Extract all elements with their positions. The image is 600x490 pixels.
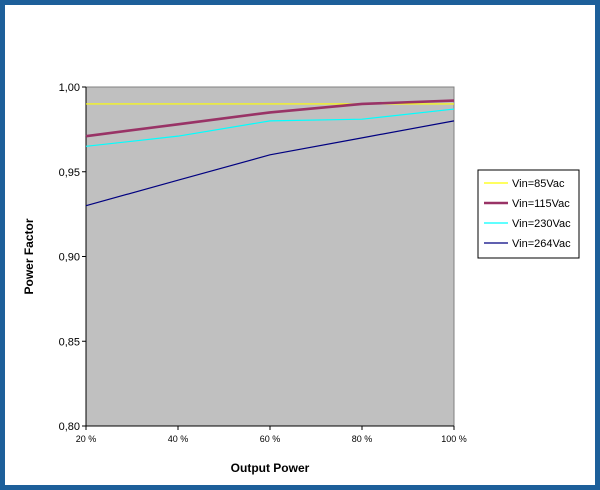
y-axis-title: Power Factor [22, 218, 36, 294]
legend-label: Vin=230Vac [512, 218, 571, 230]
legend-label: Vin=115Vac [512, 198, 570, 210]
y-axis: 0,80 0,85 0,90 0,95 1,00 [59, 82, 87, 433]
y-tick-label: 0,90 [59, 252, 80, 264]
legend-item: Vin=264Vac [484, 238, 571, 250]
series-line [85, 99, 455, 138]
legend-label: Vin=85Vac [512, 178, 565, 190]
x-axis-title: Output Power [231, 461, 310, 475]
legend-item: Vin=115Vac [484, 198, 570, 210]
legend-item: Vin=230Vac [484, 218, 571, 230]
series-line [85, 120, 455, 207]
y-tick-label: 1,00 [59, 82, 80, 94]
y-tick-label: 0,80 [59, 421, 80, 433]
x-tick-label: 100 % [441, 434, 467, 444]
series-line [85, 108, 455, 147]
x-tick-label: 80 % [352, 434, 373, 444]
plot-area [85, 86, 455, 427]
legend-item: Vin=85Vac [484, 178, 565, 190]
y-tick-label: 0,85 [59, 336, 80, 348]
series-layer [85, 99, 455, 207]
x-tick-label: 40 % [168, 434, 189, 444]
legend-label: Vin=264Vac [512, 238, 571, 250]
x-tick-label: 60 % [260, 434, 281, 444]
y-tick-label: 0,95 [59, 167, 80, 179]
x-axis: 20 % 40 % 60 % 80 % 100 % [76, 425, 467, 444]
x-tick-label: 20 % [76, 434, 97, 444]
legend: Vin=85Vac Vin=115Vac Vin=230Vac Vin=264Vac [477, 169, 580, 259]
